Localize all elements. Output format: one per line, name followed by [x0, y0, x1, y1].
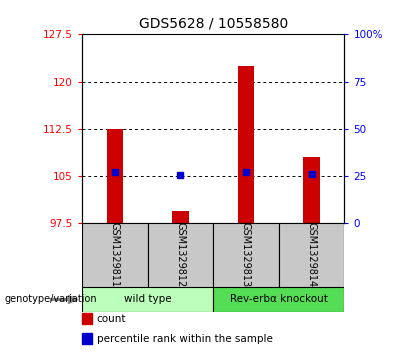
Bar — [172, 211, 189, 223]
Bar — [213, 223, 279, 287]
Bar — [213, 287, 344, 312]
Bar — [303, 157, 320, 223]
Text: percentile rank within the sample: percentile rank within the sample — [97, 334, 273, 344]
Bar — [238, 66, 254, 223]
Text: genotype/variation: genotype/variation — [4, 294, 97, 305]
Text: count: count — [97, 314, 126, 324]
Bar — [82, 223, 147, 287]
Bar — [82, 287, 213, 312]
Text: GSM1329813: GSM1329813 — [241, 223, 251, 287]
Bar — [107, 129, 123, 223]
Text: Rev-erbα knockout: Rev-erbα knockout — [230, 294, 328, 305]
Bar — [279, 223, 344, 287]
Text: GSM1329812: GSM1329812 — [175, 223, 185, 287]
Text: GSM1329811: GSM1329811 — [110, 223, 120, 287]
Text: wild type: wild type — [124, 294, 171, 305]
Title: GDS5628 / 10558580: GDS5628 / 10558580 — [139, 17, 288, 30]
Bar — [147, 223, 213, 287]
Text: GSM1329814: GSM1329814 — [307, 223, 317, 287]
